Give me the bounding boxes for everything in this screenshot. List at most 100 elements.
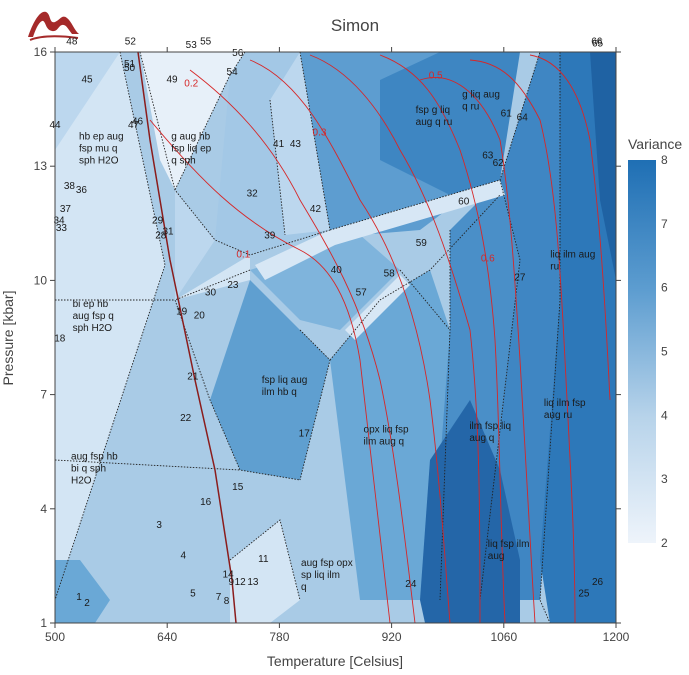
colorbar-tick-label: 6 (661, 281, 668, 295)
melt-isopleths (149, 54, 611, 623)
field-number-label: 24 (405, 579, 417, 590)
field-number-label: 60 (458, 196, 470, 207)
variance-field (55, 52, 165, 600)
field-number-label: 29 (152, 215, 164, 226)
field-number-label: 56 (232, 48, 244, 59)
variance-field (255, 180, 505, 280)
assemblage-label: liq fsp ilm aug (488, 539, 530, 562)
assemblage-label-line: aug (488, 551, 505, 562)
assemblage-label: liq ilm aug ru (550, 250, 595, 273)
field-number-label: 61 (501, 109, 513, 120)
field-number-label: 55 (200, 36, 212, 47)
field-number-label: 46 (132, 116, 144, 127)
plot-area (55, 52, 616, 623)
contour-label: 0.5 (429, 71, 443, 82)
assemblage-label: fsp liq aug ilm hb q (262, 375, 308, 398)
x-tick-label: 920 (382, 630, 402, 644)
assemblage-label-line: ru (550, 262, 559, 273)
x-tick-label: 500 (45, 630, 65, 644)
field-number-label: 22 (180, 413, 192, 424)
field-number-label: 65 (592, 38, 604, 49)
field-number-label: 51 (124, 59, 136, 70)
field-number-label: 47 (128, 120, 140, 131)
x-tick-label: 640 (157, 630, 177, 644)
field-number-label: 20 (194, 310, 206, 321)
field-number-label: 26 (592, 577, 604, 588)
assemblage-label-line: aug q ru (416, 117, 453, 128)
assemblage-label-line: liq ilm fsp (544, 398, 586, 409)
field-number-label: 64 (517, 113, 529, 124)
colorbar-tick-label: 2 (661, 536, 668, 550)
variance-field (140, 52, 245, 190)
field-number-label: 18 (54, 333, 66, 344)
field-number-label: 52 (125, 36, 137, 47)
logo-icon (28, 11, 79, 41)
field-number-label: 12 (235, 577, 247, 588)
assemblage-label-line: aug ru (544, 410, 572, 421)
assemblage-label-line: aug fsp opx (301, 558, 353, 569)
assemblage-label-line: hb ep aug (79, 132, 124, 143)
assemblage-label-line: bi ep hb (73, 299, 109, 310)
variance-field (230, 520, 300, 623)
assemblage-label-line: q ru (462, 102, 479, 113)
field-number-label: 38 (64, 181, 76, 192)
field-number-label: 43 (290, 139, 302, 150)
assemblage-label: g liq aug q ru (462, 90, 500, 113)
y-tick-label: 16 (34, 45, 48, 59)
field-boundaries (55, 52, 561, 623)
assemblage-label: ilm fsp liq aug q (469, 421, 511, 444)
x-axis-label: Temperature [Celsius] (267, 653, 403, 669)
field-number-label: 17 (299, 428, 311, 439)
variance-field (540, 52, 616, 623)
field-number-label: 57 (356, 288, 368, 299)
field-number-label: 66 (591, 36, 603, 47)
assemblage-label: aug fsp hb bi q sph H2O (71, 451, 118, 486)
x-tick-label: 1060 (490, 630, 517, 644)
field-number-label: 62 (493, 158, 505, 169)
variance-field (590, 52, 616, 280)
assemblage-label-line: aug fsp hb (71, 451, 118, 462)
field-number-label: 14 (223, 569, 235, 580)
y-tick-label: 10 (34, 273, 48, 287)
field-number-label: 19 (176, 307, 188, 318)
field-number-label: 31 (162, 227, 174, 238)
assemblage-label-line: fsp mu q (79, 144, 117, 155)
plot-frame (54, 51, 617, 624)
contour-label: 0.6 (481, 253, 495, 264)
assemblage-label: hb ep aug fsp mu q sph H2O (79, 132, 124, 167)
x-tick-label: 1200 (603, 630, 630, 644)
colorbar-tick-label: 4 (661, 408, 668, 422)
field-number-label: 63 (482, 151, 494, 162)
field-number-label: 13 (247, 577, 259, 588)
field-number-label: 7 (216, 592, 222, 603)
assemblage-label-line: fsp liq aug (262, 375, 308, 386)
assemblage-label: fsp g liq aug q ru (416, 105, 453, 128)
assemblage-label-line: ilm aug q (364, 437, 405, 448)
contour-label: 0.1 (236, 250, 250, 261)
assemblage-label-line: sph H2O (79, 156, 119, 167)
assemblage-label-line: q sph (171, 156, 195, 167)
chart-title: Simon (331, 16, 379, 35)
assemblage-label: opx liq fsp ilm aug q (364, 425, 409, 448)
contour-label: 0.2 (184, 78, 198, 89)
field-number-label: 25 (578, 588, 590, 599)
field-number-label: 37 (60, 204, 72, 215)
assemblage-label: liq ilm fsp aug ru (544, 398, 586, 421)
x-axis: 500 640 780 920 1060 1200 (45, 47, 630, 644)
assemblage-label-line: opx liq fsp (364, 425, 409, 436)
y-tick-label: 7 (40, 388, 47, 402)
field-number-label: 16 (200, 497, 212, 508)
y-tick-label: 4 (40, 502, 47, 516)
field-number-label: 49 (166, 74, 178, 85)
field-number-label: 58 (384, 269, 396, 280)
field-number-label: 15 (232, 482, 244, 493)
variance-field (175, 190, 215, 300)
field-number-label: 48 (66, 36, 78, 47)
assemblage-label-line: ilm hb q (262, 387, 297, 398)
colorbar: Variance 2 3 4 5 6 7 8 (628, 136, 682, 550)
field-number-label: 32 (247, 189, 259, 200)
assemblage-label: bi ep hb aug fsp q sph H2O (73, 299, 114, 334)
colorbar-tick-label: 3 (661, 472, 668, 486)
contour-label: 0.3 (313, 128, 327, 139)
